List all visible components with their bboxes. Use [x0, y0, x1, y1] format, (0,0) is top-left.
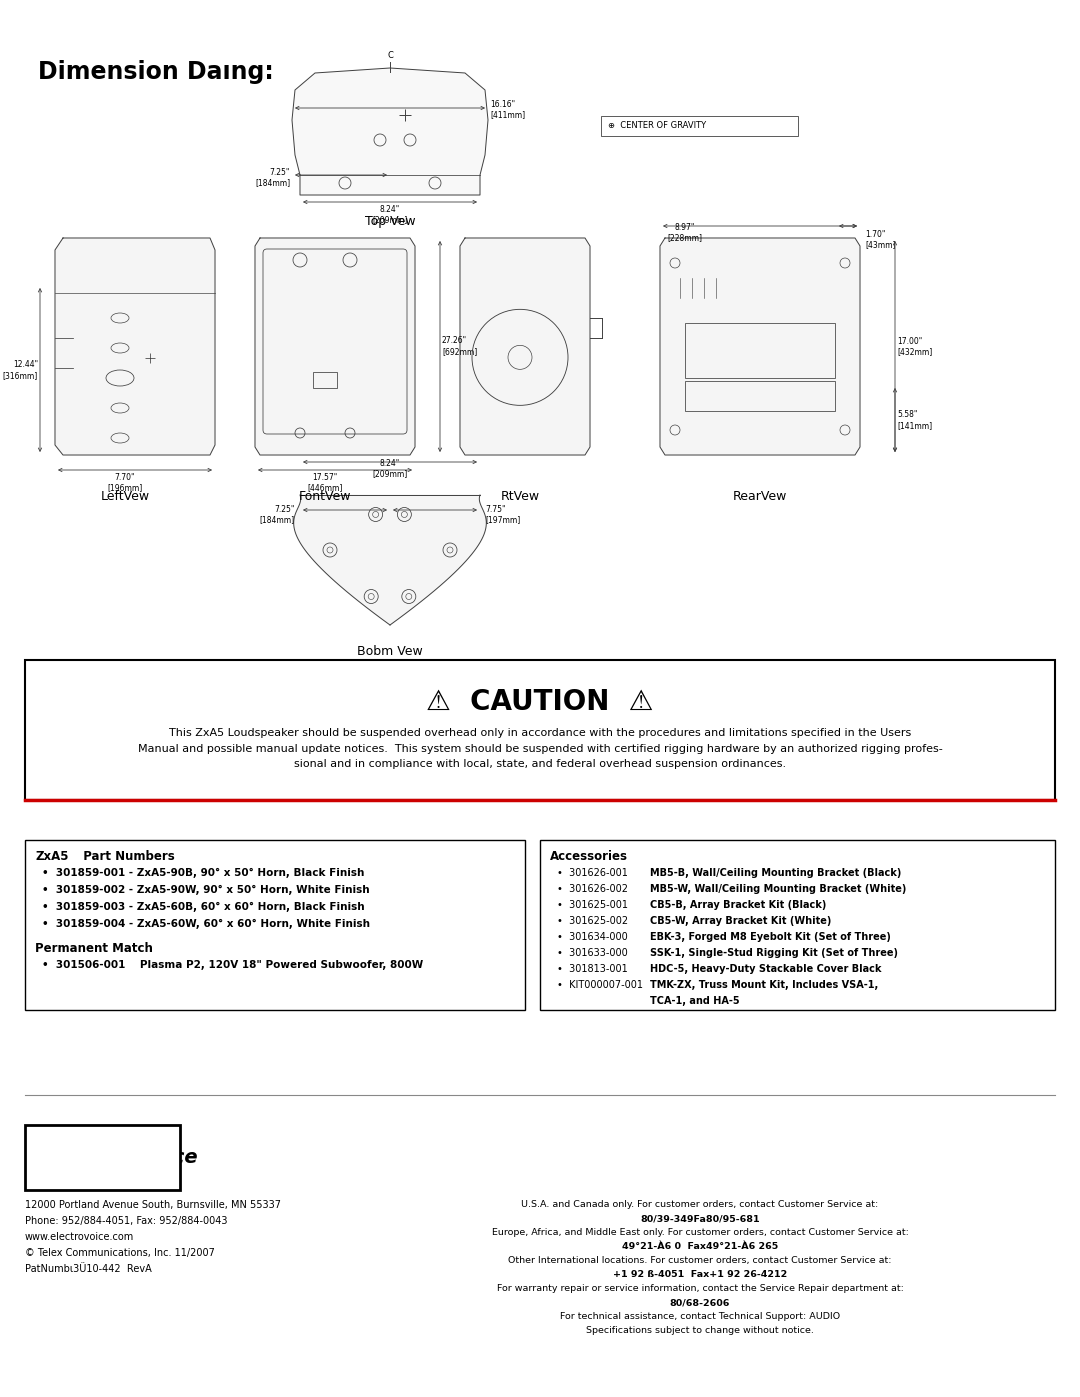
Text: •  301859-003 - ZxA5-60B, 60° x 60° Horn, Black Finish: • 301859-003 - ZxA5-60B, 60° x 60° Horn,… [42, 902, 365, 912]
Text: •  301633-000: • 301633-000 [557, 949, 627, 958]
Text: This ZxA5 Loudspeaker should be suspended overhead only in accordance with the p: This ZxA5 Loudspeaker should be suspende… [137, 728, 943, 770]
Text: 7.25"
[184mm]: 7.25" [184mm] [255, 168, 291, 187]
Text: •  301625-002: • 301625-002 [557, 916, 629, 926]
Text: ⊕  CENTER OF GRAVITY: ⊕ CENTER OF GRAVITY [608, 120, 706, 130]
Bar [25, 659, 1055, 800]
Text: LeftVew: LeftVew [100, 490, 149, 503]
Text: Dimension Daıng:: Dimension Daıng: [38, 60, 273, 84]
Text: 16.16"
[411mm]: 16.16" [411mm] [490, 101, 525, 119]
Text: •  301634-000: • 301634-000 [557, 932, 627, 942]
Polygon shape [294, 495, 486, 624]
Text: MB5-B, Wall/Ceiling Mounting Bracket (Black): MB5-B, Wall/Ceiling Mounting Bracket (Bl… [650, 868, 902, 877]
Text: MB5-W, Wall/Ceiling Mounting Bracket (White): MB5-W, Wall/Ceiling Mounting Bracket (Wh… [650, 884, 906, 894]
Text: 80/39-349Fa80/95-681: 80/39-349Fa80/95-681 [640, 1214, 760, 1222]
Text: Ev: Ev [33, 1148, 67, 1172]
Text: Accessories: Accessories [550, 849, 627, 863]
Text: ZxA5: ZxA5 [35, 849, 68, 863]
Text: 1.70"
[43mm]: 1.70" [43mm] [865, 231, 895, 250]
Text: PatNumbι3Ü10-442  RevA: PatNumbι3Ü10-442 RevA [25, 1264, 152, 1274]
Text: EBK-3, Forged M8 Eyebolt Kit (Set of Three): EBK-3, Forged M8 Eyebolt Kit (Set of Thr… [650, 932, 891, 942]
Text: Other International locations. For customer orders, contact Customer Service at:: Other International locations. For custo… [509, 1256, 892, 1266]
Bar [25, 840, 525, 1010]
Text: 17.57"
[446mm]: 17.57" [446mm] [308, 474, 342, 492]
Text: Specifications subject to change without notice.: Specifications subject to change without… [586, 1326, 814, 1336]
Text: For technical assistance, contact Technical Support: AUDIO: For technical assistance, contact Techni… [559, 1312, 840, 1322]
Text: FontVew: FontVew [299, 490, 351, 503]
Text: RtVew: RtVew [500, 490, 540, 503]
Bar [685, 381, 835, 411]
Text: U.S.A. and Canada only. For customer orders, contact Customer Service at:: U.S.A. and Canada only. For customer ord… [522, 1200, 879, 1208]
Text: Top Vew: Top Vew [365, 215, 416, 228]
Text: Phone: 952/884-4051, Fax: 952/884-0043: Phone: 952/884-4051, Fax: 952/884-0043 [25, 1215, 228, 1227]
Text: •  301626-002: • 301626-002 [557, 884, 627, 894]
Bar [25, 1125, 180, 1190]
Text: 7.25"
[184mm]: 7.25" [184mm] [260, 504, 295, 524]
Text: •  301813-001: • 301813-001 [557, 964, 627, 974]
Bar [313, 372, 337, 388]
Text: •  301859-001 - ZxA5-90B, 90° x 50° Horn, Black Finish: • 301859-001 - ZxA5-90B, 90° x 50° Horn,… [42, 868, 364, 879]
Text: 27.26"
[692mm]: 27.26" [692mm] [442, 337, 477, 356]
Text: 8.24"
[209mm]: 8.24" [209mm] [373, 460, 407, 478]
Text: ElectroVoice: ElectroVoice [63, 1148, 199, 1166]
Text: C: C [387, 52, 393, 60]
Text: TMK-ZX, Truss Mount Kit, Includes VSA-1,: TMK-ZX, Truss Mount Kit, Includes VSA-1, [650, 981, 878, 990]
Polygon shape [292, 68, 488, 196]
Text: TCA-1, and HA-5: TCA-1, and HA-5 [650, 996, 740, 1006]
Polygon shape [55, 237, 215, 455]
Polygon shape [255, 237, 415, 455]
Text: 12.44"
[316mm]: 12.44" [316mm] [3, 360, 38, 380]
Text: ®: ® [63, 1166, 72, 1178]
Text: Bobm Vew: Bobm Vew [357, 645, 423, 658]
Text: •  301859-004 - ZxA5-60W, 60° x 60° Horn, White Finish: • 301859-004 - ZxA5-60W, 60° x 60° Horn,… [42, 919, 370, 929]
Bar [540, 840, 1055, 1010]
Text: •  KIT000007-001: • KIT000007-001 [557, 981, 643, 990]
Text: Part Numbers: Part Numbers [75, 849, 175, 863]
Text: +1 92 ß-4051  Fax+1 92 26-4212: +1 92 ß-4051 Fax+1 92 26-4212 [612, 1270, 787, 1280]
Text: 8.97"
[228mm]: 8.97" [228mm] [667, 224, 702, 243]
Text: © Telex Communications, Inc. 11/2007: © Telex Communications, Inc. 11/2007 [25, 1248, 215, 1259]
Text: www.electrovoice.com: www.electrovoice.com [25, 1232, 134, 1242]
Text: CB5-B, Array Bracket Kit (Black): CB5-B, Array Bracket Kit (Black) [650, 900, 826, 909]
Polygon shape [460, 237, 590, 455]
Text: 8.24"
[209mm]: 8.24" [209mm] [373, 205, 407, 225]
Text: •  301859-002 - ZxA5-90W, 90° x 50° Horn, White Finish: • 301859-002 - ZxA5-90W, 90° x 50° Horn,… [42, 886, 369, 895]
Text: •  301506-001    Plasma P2, 120V 18" Powered Subwoofer, 800W: • 301506-001 Plasma P2, 120V 18" Powered… [42, 960, 423, 970]
Text: Permanent Match: Permanent Match [35, 942, 153, 956]
Text: ⚠  CAUTION  ⚠: ⚠ CAUTION ⚠ [427, 687, 653, 717]
Text: 12000 Portland Avenue South, Burnsville, MN 55337: 12000 Portland Avenue South, Burnsville,… [25, 1200, 281, 1210]
Text: 49°21-À6 0  Fax49°21-À6 265: 49°21-À6 0 Fax49°21-À6 265 [622, 1242, 778, 1250]
Text: 7.70"
[196mm]: 7.70" [196mm] [107, 474, 143, 492]
Text: 80/68-2606: 80/68-2606 [670, 1298, 730, 1308]
Text: 17.00"
[432mm]: 17.00" [432mm] [897, 337, 932, 356]
Text: For warranty repair or service information, contact the Service Repair departmen: For warranty repair or service informati… [497, 1284, 904, 1294]
Polygon shape [660, 237, 860, 455]
Text: •  301625-001: • 301625-001 [557, 900, 627, 909]
Text: HDC-5, Heavy-Duty Stackable Cover Black: HDC-5, Heavy-Duty Stackable Cover Black [650, 964, 881, 974]
Bar [685, 323, 835, 379]
Text: Europe, Africa, and Middle East only. For customer orders, contact Customer Serv: Europe, Africa, and Middle East only. Fo… [491, 1228, 908, 1236]
Text: •  301626-001: • 301626-001 [557, 868, 627, 877]
Text: 7.75"
[197mm]: 7.75" [197mm] [485, 504, 521, 524]
Text: SSK-1, Single-Stud Rigging Kit (Set of Three): SSK-1, Single-Stud Rigging Kit (Set of T… [650, 949, 897, 958]
Text: CB5-W, Array Bracket Kit (White): CB5-W, Array Bracket Kit (White) [650, 916, 832, 926]
Text: RearVew: RearVew [733, 490, 787, 503]
Text: 5.58"
[141mm]: 5.58" [141mm] [897, 411, 932, 430]
